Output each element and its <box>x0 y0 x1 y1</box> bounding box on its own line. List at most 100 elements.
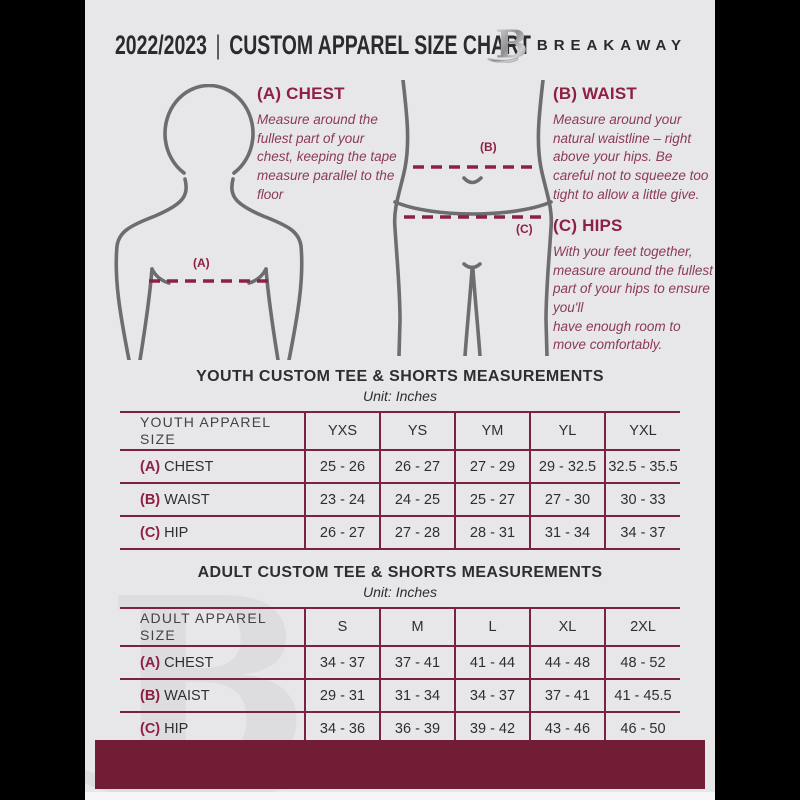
chest-marker-label: (A) <box>193 256 210 270</box>
size-column-header: YXS <box>304 412 380 450</box>
hips-description: With your feet together, measure around … <box>553 244 713 353</box>
waist-hips-figure: (B) (C) <box>388 80 558 356</box>
size-range-cell: 25 - 26 <box>304 450 380 483</box>
measurement-prefix: (B) <box>140 687 165 704</box>
adult-size-table: ADULT APPAREL SIZE S M L XL 2XL (A) CHEST 34 - … <box>120 607 680 746</box>
measurement-prefix: (A) <box>140 458 165 475</box>
torso-figure-icon <box>114 84 304 360</box>
measurement-prefix: (C) <box>140 524 165 541</box>
measurement-name: HIP <box>164 524 189 541</box>
size-chart-page: B 2022/2023 | CUSTOM APPAREL SIZE CHART B <box>85 0 715 800</box>
size-range-cell: 39 - 42 <box>454 712 530 745</box>
size-range-cell: 36 - 39 <box>379 712 455 745</box>
measurement-label-cell: (A) CHEST <box>120 646 305 679</box>
brand-name: BREAKAWAY <box>536 36 687 54</box>
size-range-cell: 31 - 34 <box>529 516 605 549</box>
apparel-size-header-cell: ADULT APPAREL SIZE <box>140 610 267 643</box>
brand-block: B BREAKAWAY <box>485 22 687 68</box>
measurement-prefix: (C) <box>140 720 165 737</box>
measurement-name: WAIST <box>164 491 210 508</box>
measurement-guide: (A) (A) CHEST Measure around the fullest… <box>85 80 715 372</box>
measurement-name: WAIST <box>164 687 210 704</box>
size-range-cell: 37 - 41 <box>529 679 605 712</box>
size-range-cell: 44 - 48 <box>529 646 605 679</box>
page-header: 2022/2023 | CUSTOM APPAREL SIZE CHART B BR… <box>85 20 715 72</box>
torso-figure: (A) <box>107 84 307 360</box>
size-range-cell: 32.5 - 35.5 <box>604 450 680 483</box>
waist-hips-figure-icon <box>392 80 554 356</box>
measurement-label-cell: (C) HIP <box>120 712 305 745</box>
page-title: 2022/2023 | CUSTOM APPAREL SIZE CHART <box>115 30 531 61</box>
size-range-cell: 31 - 34 <box>379 679 455 712</box>
size-range-cell: 29 - 31 <box>304 679 380 712</box>
adult-table-title: ADULT CUSTOM TEE & SHORTS MEASUREMENTS <box>197 564 603 581</box>
page-bottom-edge <box>85 792 715 800</box>
size-range-cell: 28 - 31 <box>454 516 530 549</box>
title-text: CUSTOM APPAREL SIZE CHART <box>229 30 531 60</box>
measurement-prefix: (B) <box>140 491 165 508</box>
table-row: (A) CHEST 34 - 37 37 - 41 41 - 44 44 - 48 48 … <box>120 646 680 679</box>
measurement-label-cell: (B) WAIST <box>120 483 305 516</box>
apparel-size-header-cell: YOUTH APPAREL SIZE <box>140 414 271 447</box>
measurement-label-cell: (C) HIP <box>120 516 305 549</box>
measurement-label-cell: (B) WAIST <box>120 679 305 712</box>
size-range-cell: 46 - 50 <box>604 712 680 745</box>
size-range-cell: 26 - 27 <box>304 516 380 549</box>
title-separator: | <box>215 30 221 60</box>
youth-table-title: YOUTH CUSTOM TEE & SHORTS MEASUREMENTS <box>196 368 604 385</box>
size-range-cell: 34 - 37 <box>304 646 380 679</box>
size-range-cell: 48 - 52 <box>604 646 680 679</box>
size-range-cell: 23 - 24 <box>304 483 380 516</box>
hips-heading: (C) HIPS <box>553 216 623 235</box>
size-range-cell: 43 - 46 <box>529 712 605 745</box>
size-column-header: S <box>304 608 380 646</box>
table-row: (C) HIP 26 - 27 27 - 28 28 - 31 31 - 34 34 - … <box>120 516 680 549</box>
chest-description: Measure around the fullest part of your … <box>257 112 397 202</box>
size-range-cell: 26 - 27 <box>379 450 455 483</box>
size-column-header: XL <box>529 608 605 646</box>
waist-section: (B) WAIST Measure around your natural wa… <box>553 84 711 204</box>
footer-bar <box>95 740 705 789</box>
table-header-row: ADULT APPAREL SIZE S M L XL 2XL <box>120 608 680 646</box>
size-column-header: L <box>454 608 530 646</box>
size-range-cell: 34 - 37 <box>604 516 680 549</box>
size-range-cell: 29 - 32.5 <box>529 450 605 483</box>
youth-size-table: YOUTH APPAREL SIZE YXS YS YM YL YXL (A) CHEST 2… <box>120 411 680 550</box>
table-row: (A) CHEST 25 - 26 26 - 27 27 - 29 29 - 32.5 3… <box>120 450 680 483</box>
measurement-prefix: (A) <box>140 654 165 671</box>
adult-table-unit: Unit: Inches <box>363 584 437 600</box>
size-range-cell: 41 - 45.5 <box>604 679 680 712</box>
size-range-cell: 27 - 28 <box>379 516 455 549</box>
size-column-header: YM <box>454 412 530 450</box>
hips-section: (C) HIPS With your feet together, measur… <box>553 216 713 355</box>
size-tables: YOUTH CUSTOM TEE & SHORTS MEASUREMENTS U… <box>85 368 715 746</box>
size-range-cell: 30 - 33 <box>604 483 680 516</box>
chest-section: (A) CHEST Measure around the fullest par… <box>257 84 397 204</box>
measurement-name: CHEST <box>164 458 214 475</box>
table-row: (C) HIP 34 - 36 36 - 39 39 - 42 43 - 46 46 - … <box>120 712 680 745</box>
season-label: 2022/2023 <box>115 30 207 60</box>
size-range-cell: 25 - 27 <box>454 483 530 516</box>
size-range-cell: 41 - 44 <box>454 646 530 679</box>
size-range-cell: 34 - 36 <box>304 712 380 745</box>
size-range-cell: 24 - 25 <box>379 483 455 516</box>
size-range-cell: 27 - 30 <box>529 483 605 516</box>
size-column-header: YXL <box>604 412 680 450</box>
breakaway-logo-icon: B <box>486 22 527 67</box>
size-range-cell: 37 - 41 <box>379 646 455 679</box>
waist-heading: (B) WAIST <box>553 84 637 103</box>
waist-description: Measure around your natural waistline – … <box>553 112 709 202</box>
size-column-header: YL <box>529 412 605 450</box>
table-row: (B) WAIST 23 - 24 24 - 25 25 - 27 27 - 30 30 … <box>120 483 680 516</box>
measurement-name: CHEST <box>164 654 214 671</box>
size-column-header: M <box>379 608 455 646</box>
youth-table-unit: Unit: Inches <box>363 388 437 404</box>
table-header-row: YOUTH APPAREL SIZE YXS YS YM YL YXL <box>120 412 680 450</box>
measurement-name: HIP <box>164 720 189 737</box>
chest-heading: (A) CHEST <box>257 84 345 103</box>
size-range-cell: 27 - 29 <box>454 450 530 483</box>
hips-marker-label: (C) <box>516 222 533 236</box>
measurement-label-cell: (A) CHEST <box>120 450 305 483</box>
waist-marker-label: (B) <box>480 140 497 154</box>
size-column-header: 2XL <box>604 608 680 646</box>
